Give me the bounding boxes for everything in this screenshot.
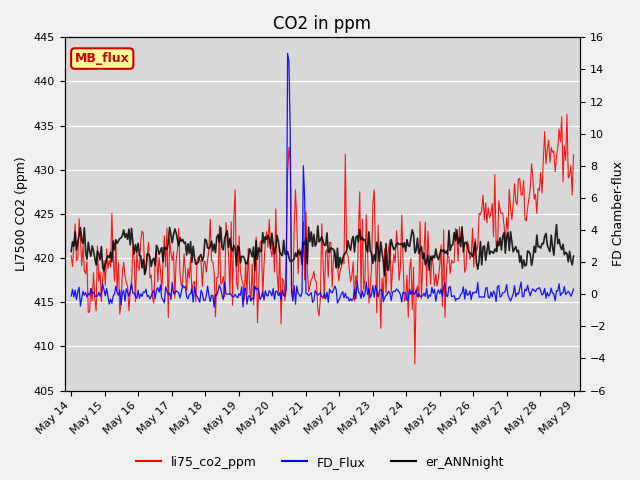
Legend: li75_co2_ppm, FD_Flux, er_ANNnight: li75_co2_ppm, FD_Flux, er_ANNnight xyxy=(131,451,509,474)
Title: CO2 in ppm: CO2 in ppm xyxy=(273,15,371,33)
Y-axis label: LI7500 CO2 (ppm): LI7500 CO2 (ppm) xyxy=(15,156,28,271)
Y-axis label: FD Chamber-flux: FD Chamber-flux xyxy=(612,161,625,266)
Text: MB_flux: MB_flux xyxy=(75,52,129,65)
